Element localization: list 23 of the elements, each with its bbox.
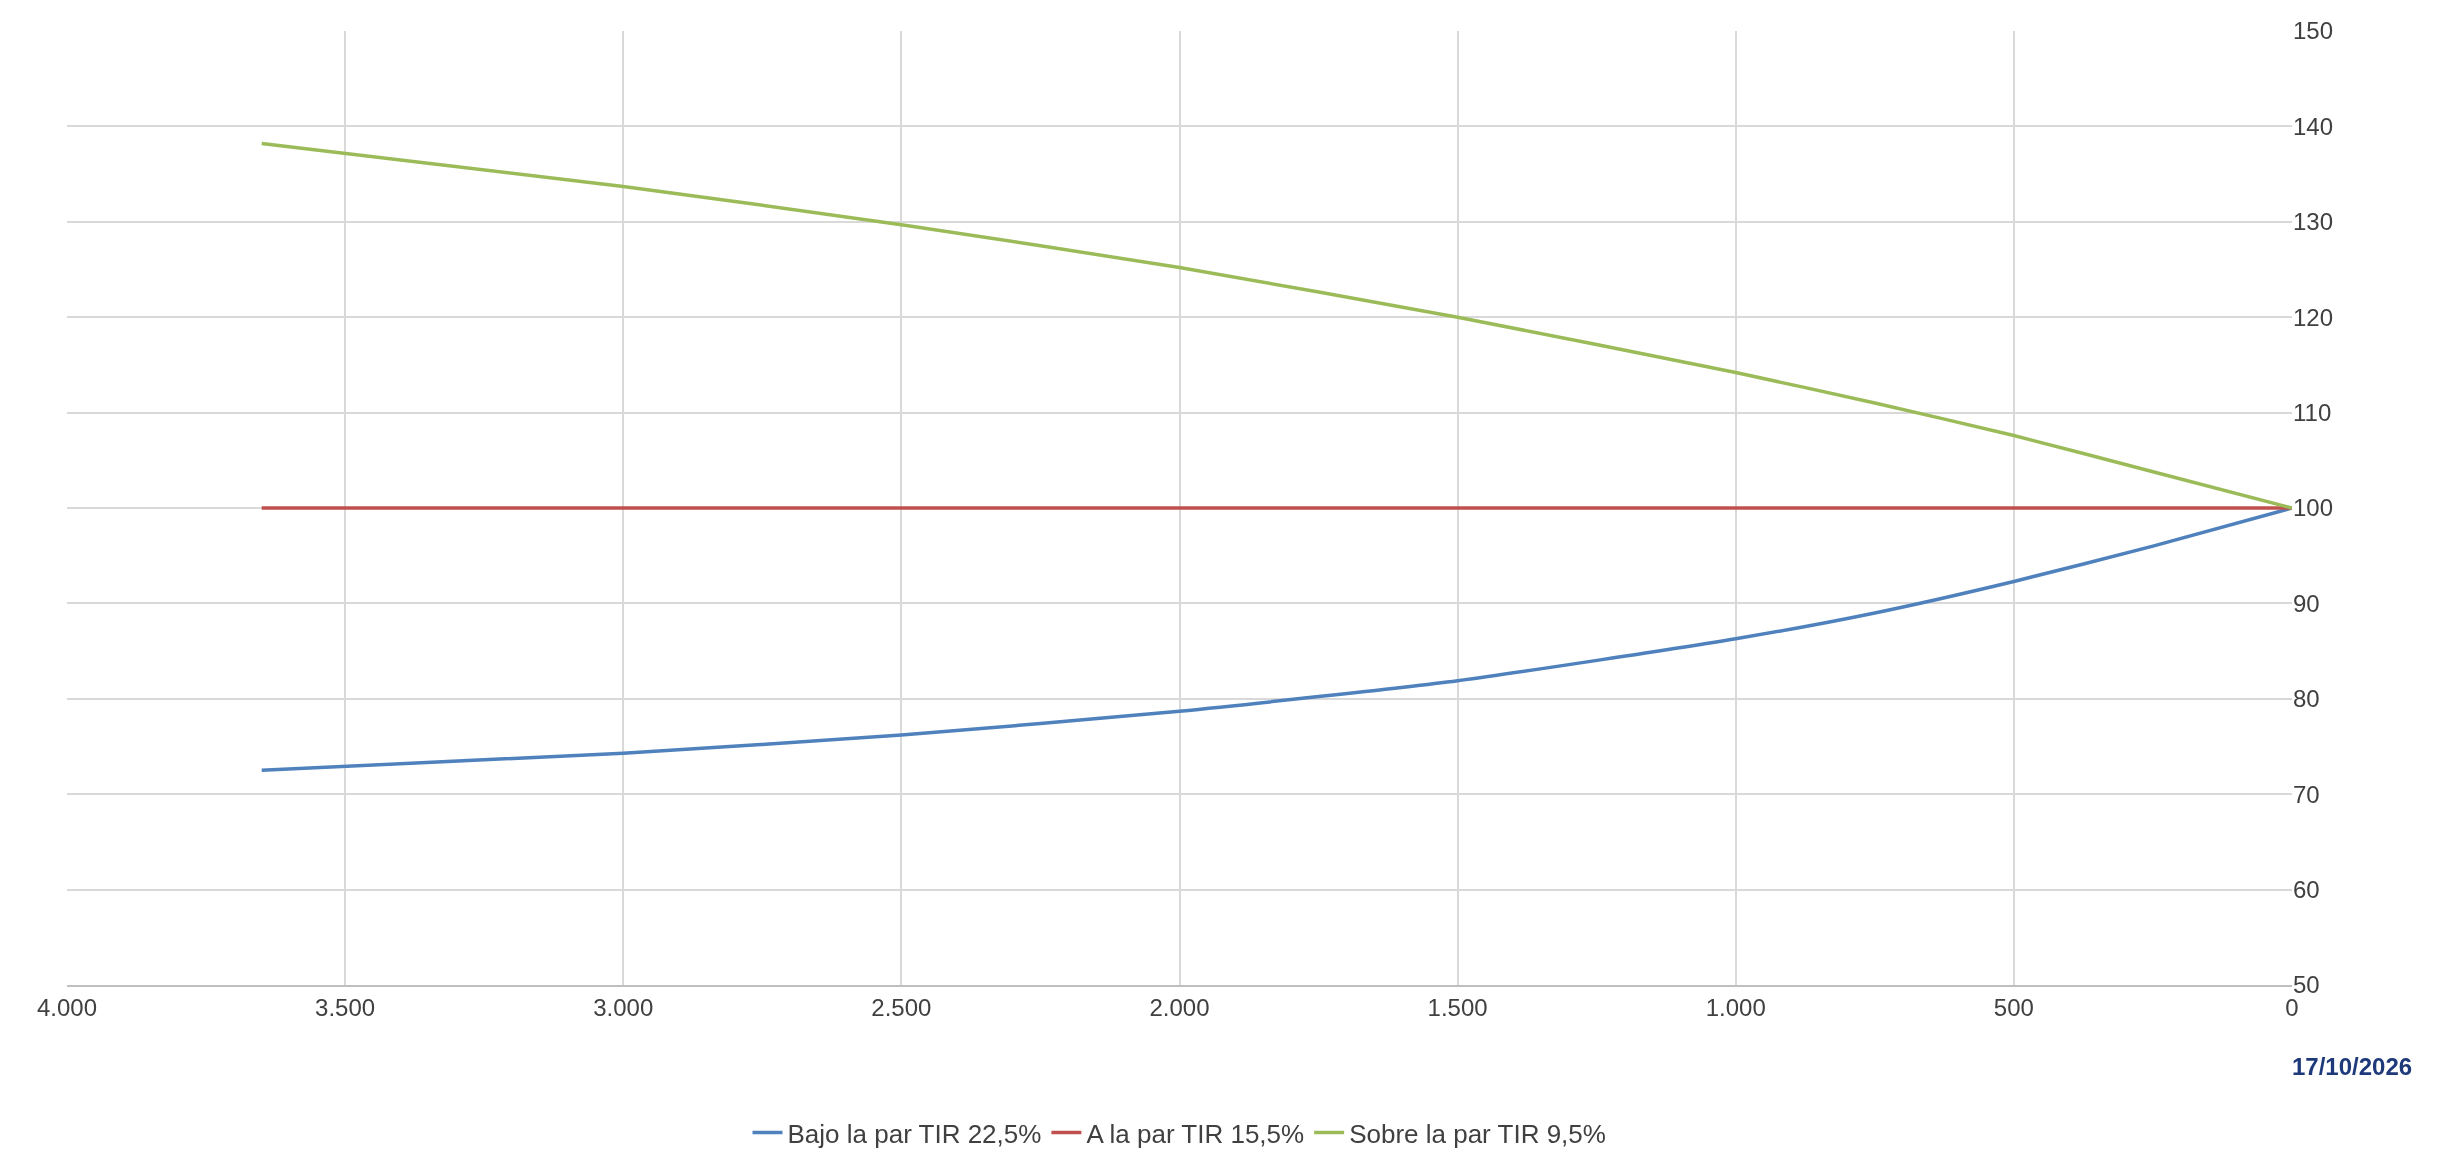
legend-label: A la par TIR 15,5% bbox=[1086, 1118, 1305, 1149]
x-tick-label: 1.000 bbox=[1705, 993, 1766, 1021]
y-tick-label: 70 bbox=[2293, 780, 2320, 808]
y-tick-label: 110 bbox=[2293, 399, 2332, 426]
x-tick-label: 1.500 bbox=[1427, 993, 1488, 1021]
x-tick-label: 4.000 bbox=[36, 993, 98, 1021]
y-tick-label: 100 bbox=[2293, 494, 2334, 522]
x-tick-label: 3.500 bbox=[315, 993, 376, 1021]
y-tick-label: 60 bbox=[2293, 876, 2320, 903]
x-tick-label: 3.000 bbox=[593, 993, 654, 1021]
text: 17/10/2026 bbox=[2292, 1053, 2413, 1080]
line-series bbox=[259, 141, 2292, 510]
x-tick-label: 2.500 bbox=[871, 993, 932, 1021]
y-tick-label: 130 bbox=[2293, 208, 2334, 236]
legend-label: Bajo la par TIR 22,5% bbox=[787, 1118, 1042, 1149]
x-tick-label: 500 bbox=[1993, 993, 2034, 1021]
x-tick-label: 2.000 bbox=[1149, 993, 1210, 1021]
y-tick-label: 80 bbox=[2293, 685, 2320, 713]
y-tick-label: 140 bbox=[2293, 112, 2334, 140]
legend-label: Sobre la par TIR 9,5% bbox=[1349, 1118, 1606, 1149]
y-tick-label: 120 bbox=[2293, 303, 2334, 331]
y-tick-label: 150 bbox=[2293, 17, 2334, 45]
y-tick-label: 90 bbox=[2293, 589, 2320, 617]
